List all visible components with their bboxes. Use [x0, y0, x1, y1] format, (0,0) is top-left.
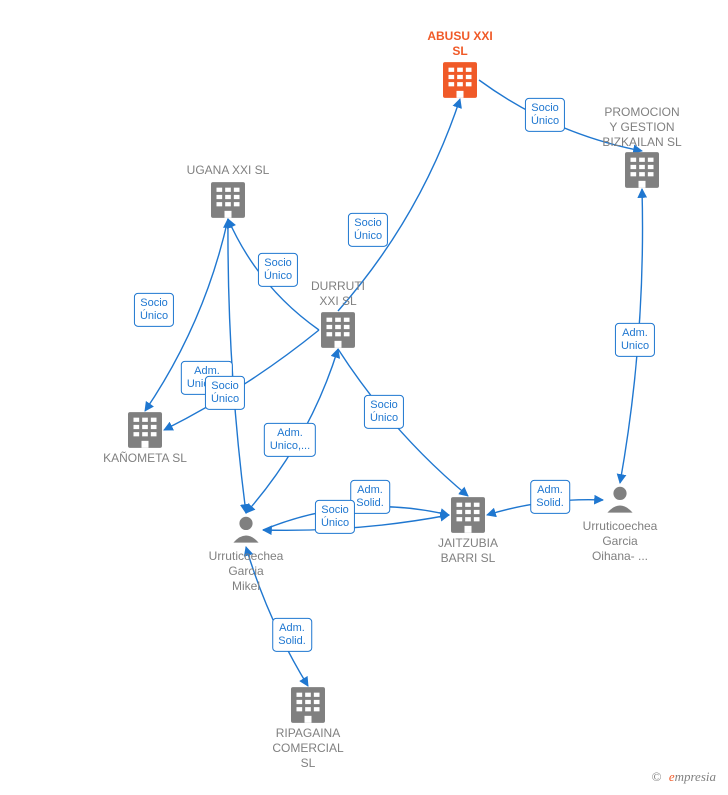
building-icon-kanometa[interactable]	[128, 412, 162, 448]
edge-label-oihana-jaitzubia[interactable]: Adm. Solid.	[530, 480, 570, 514]
building-icon-ripagaina[interactable]	[291, 687, 325, 723]
edge-label-durruti-kanometa[interactable]: Socio Único	[205, 376, 245, 410]
network-diagram: Socio Único Socio Único Socio Único Socio Ú…	[0, 0, 728, 795]
edge-label-mikel-jaitzubia[interactable]: Socio Único	[315, 500, 355, 534]
building-icon-durruti[interactable]	[321, 312, 355, 348]
edge-mikel-jaitzubia	[263, 515, 449, 530]
edge-label-durruti-abusu[interactable]: Socio Único	[348, 213, 388, 247]
building-icon-promocion[interactable]	[625, 152, 659, 188]
edge-label-durruti-jaitzubia[interactable]: Socio Único	[364, 395, 404, 429]
node-label-mikel: Urruticoechea Garcia Mikel	[209, 549, 284, 594]
node-label-ugana: UGANA XXI SL	[187, 163, 270, 178]
edge-label-mikel-jaitzubia[interactable]: Adm. Solid.	[350, 480, 390, 514]
node-label-abusu: ABUSU XXI SL	[427, 29, 492, 59]
watermark-copyright: ©	[652, 769, 662, 784]
building-icon-ugana[interactable]	[211, 182, 245, 218]
watermark: © empresia	[652, 769, 716, 785]
watermark-brand-rest: mpresia	[675, 769, 716, 784]
node-label-promocion: PROMOCION Y GESTION BIZKAILAN SL	[602, 105, 681, 150]
node-label-ripagaina: RIPAGAINA COMERCIAL SL	[272, 726, 343, 771]
edge-label-oihana-promocion[interactable]: Adm. Unico	[615, 323, 655, 357]
building-icon-abusu[interactable]	[443, 62, 477, 98]
person-icon-mikel[interactable]	[233, 517, 258, 543]
edge-label-ugana-kanometa[interactable]: Socio Único	[134, 293, 174, 327]
edge-label-mikel-ripagaina[interactable]: Adm. Solid.	[272, 618, 312, 652]
node-label-durruti: DURRUTI XXI SL	[311, 279, 365, 309]
edge-label-abusu-promocion[interactable]: Socio Único	[525, 98, 565, 132]
person-icon-oihana[interactable]	[607, 487, 632, 513]
node-label-jaitzubia: JAITZUBIA BARRI SL	[438, 536, 498, 566]
node-label-oihana: Urruticoechea Garcia Oihana- ...	[583, 519, 658, 564]
edge-label-mikel-durruti[interactable]: Adm. Unico,...	[264, 423, 316, 457]
edge-label-durruti-ugana[interactable]: Socio Único	[258, 253, 298, 287]
building-icon-jaitzubia[interactable]	[451, 497, 485, 533]
node-label-kanometa: KAÑOMETA SL	[103, 451, 187, 466]
